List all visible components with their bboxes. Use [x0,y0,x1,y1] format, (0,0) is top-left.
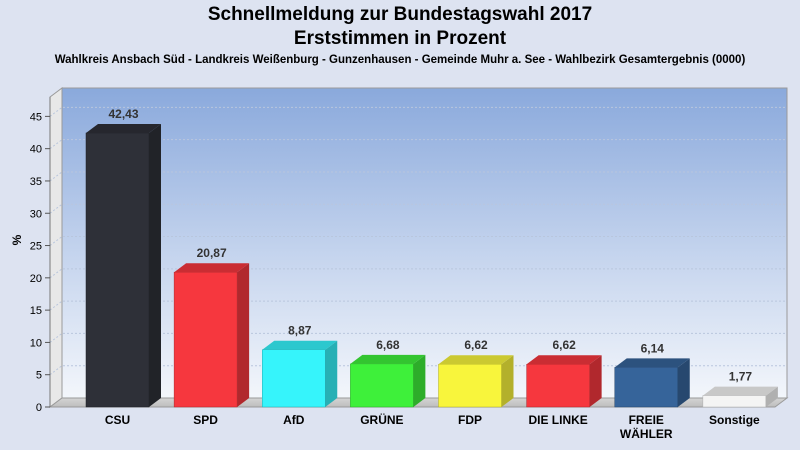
chart-subtitle: Erststimmen in Prozent [293,28,507,49]
bar-front [350,363,414,408]
y-tick-label: 20 [30,273,42,285]
y-tick-label: 45 [30,111,42,123]
value-label: 6,68 [376,338,400,352]
y-tick-label: 0 [36,402,42,414]
chart-title: Schnellmeldung zur Bundestagswahl 2017 [207,4,593,25]
grid-line [49,171,787,182]
y-tick-label: 35 [30,176,42,188]
y-tick-label: 10 [30,337,42,349]
bar-front [614,367,678,408]
bar-1: 20,87 [173,246,250,408]
y-tick-label: 15 [30,305,42,317]
bar-top [174,263,250,273]
value-label: 20,87 [197,246,227,260]
bar-side [501,355,514,407]
category-label: CSU [105,413,130,427]
grid-line [49,106,787,117]
category-label: Sonstige [709,413,760,427]
category-label: FREIE [629,413,664,427]
bar-top [86,123,161,133]
bar-2: 8,87 [262,324,338,408]
grid-line [49,332,787,343]
category-label: WÄHLER [620,426,673,441]
bar-side [237,263,250,407]
bar-top [350,354,426,364]
value-label: 6,62 [464,338,488,352]
bar-front [173,271,238,408]
y-tick-label: 40 [30,144,42,156]
bar-front [438,363,502,408]
grid-line [49,268,787,279]
bar-side [765,386,778,407]
category-label: SPD [193,413,218,427]
value-label: 42,43 [108,107,138,121]
grid-line [49,139,787,150]
bar-side [149,123,161,408]
bar-top [614,358,690,368]
y-axis-label: % [10,234,24,245]
grid-line [49,236,787,246]
chart-location-caption: Wahlkreis Ansbach Süd - Landkreis Weißen… [54,54,746,66]
grid-line [49,203,787,214]
bar-side [677,358,690,407]
left-wall [49,87,63,408]
bars: 42,43 20,87 8,87 6,68 6,62 6,62 6,14 1,77 [85,107,778,408]
category-label: GRÜNE [360,412,403,427]
grid-line [49,365,787,376]
grid-lines [49,106,787,376]
bar-5: 6,62 [526,338,602,408]
category-label: AfD [283,413,305,427]
bar-top [702,386,778,396]
y-axis: 0 5 10 15 20 25 30 35 40 45 [30,97,51,414]
y-tick-label: 25 [30,241,42,253]
bar-6: 6,14 [614,341,690,408]
category-label: FDP [458,413,482,427]
bar-side [589,355,602,407]
value-label: 1,77 [729,370,753,384]
bar-top [438,355,514,365]
grid-line [49,300,787,311]
bar-top [526,355,602,365]
value-label: 6,62 [552,338,576,352]
bar-7: 1,77 [702,370,778,408]
category-label: DIE LINKE [528,413,587,427]
value-label: 8,87 [288,324,312,338]
bar-front [85,132,150,408]
bar-0: 42,43 [85,107,161,408]
bar-4: 6,62 [438,338,514,408]
y-tick-label: 5 [36,370,42,382]
bar-top [262,340,338,350]
value-label: 6,14 [641,341,665,355]
y-tick-label: 30 [30,208,42,220]
bar-front [702,395,767,408]
bar-side [325,340,338,407]
bar-3: 6,68 [350,338,426,408]
back-wall [61,87,788,399]
bar-front [526,363,590,408]
bar-front [262,349,326,408]
bar-side [413,354,426,407]
